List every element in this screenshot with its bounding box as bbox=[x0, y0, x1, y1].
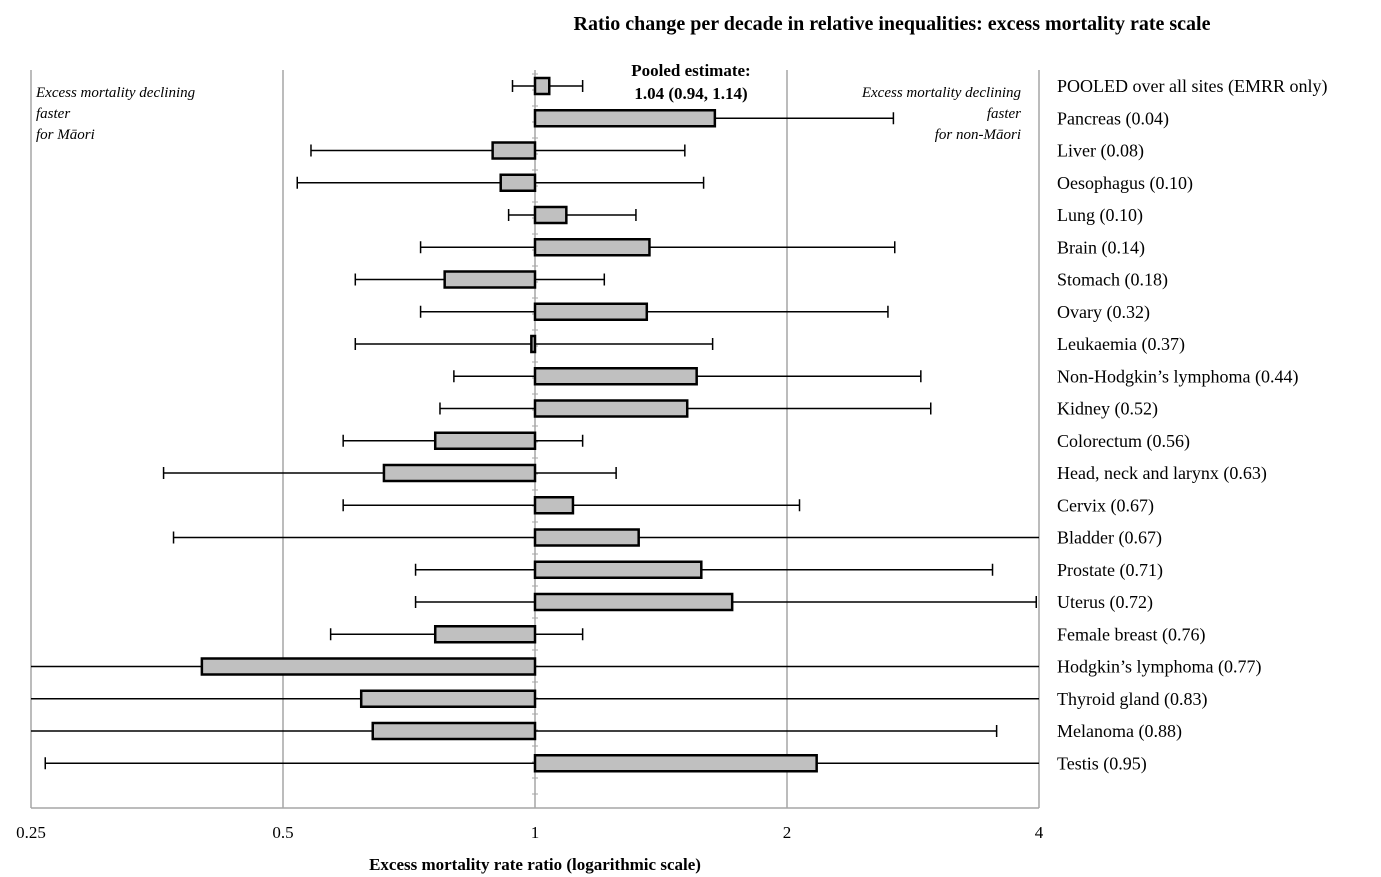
right-note-line-2: faster bbox=[987, 106, 1021, 122]
bar bbox=[533, 754, 818, 773]
gridlines bbox=[30, 70, 1040, 808]
bar bbox=[533, 367, 698, 386]
bar bbox=[530, 334, 537, 354]
chart-title: Ratio change per decade in relative ineq… bbox=[574, 13, 1211, 35]
row-label: Testis (0.95) bbox=[1057, 753, 1147, 774]
bar bbox=[200, 657, 537, 676]
bar bbox=[359, 689, 537, 708]
row-labels: POOLED over all sites (EMRR only) Pancrea… bbox=[1057, 76, 1327, 774]
bar bbox=[533, 592, 734, 612]
row-label: Lung (0.10) bbox=[1057, 205, 1143, 226]
bar bbox=[499, 173, 537, 192]
x-tick-label: 0.25 bbox=[16, 823, 46, 842]
row-label: Cervix (0.67) bbox=[1057, 495, 1154, 516]
row-label: Hodgkin’s lymphoma (0.77) bbox=[1057, 657, 1262, 678]
row-label: Uterus (0.72) bbox=[1057, 592, 1153, 613]
x-tick-label: 4 bbox=[1035, 823, 1044, 842]
row-label: Stomach (0.18) bbox=[1057, 270, 1168, 291]
bar bbox=[443, 270, 537, 289]
row-label: Prostate (0.71) bbox=[1057, 560, 1163, 581]
bar bbox=[433, 431, 537, 450]
pooled-estimate-value: 1.04 (0.94, 1.14) bbox=[634, 84, 747, 103]
right-note-line-1: Excess mortality declining bbox=[861, 85, 1022, 101]
x-tick-label: 1 bbox=[531, 823, 540, 842]
bar bbox=[433, 625, 537, 644]
bar bbox=[533, 109, 717, 128]
row-label: POOLED over all sites (EMRR only) bbox=[1057, 76, 1327, 97]
row-label: Leukaemia (0.37) bbox=[1057, 334, 1185, 355]
row-label: Oesophagus (0.10) bbox=[1057, 173, 1193, 194]
x-tick-label: 0.5 bbox=[272, 823, 293, 842]
left-note-line-1: Excess mortality declining bbox=[35, 85, 196, 101]
bar bbox=[491, 141, 537, 160]
left-note-line-2: faster bbox=[36, 106, 70, 122]
row-label: Kidney (0.52) bbox=[1057, 399, 1158, 420]
row-label: Liver (0.08) bbox=[1057, 141, 1144, 162]
row-label: Thyroid gland (0.83) bbox=[1057, 689, 1207, 710]
bar bbox=[533, 560, 703, 579]
left-note-line-3: for Māori bbox=[36, 127, 95, 143]
bar bbox=[533, 205, 568, 225]
bar bbox=[533, 399, 689, 418]
bar bbox=[382, 463, 537, 483]
row-label: Brain (0.14) bbox=[1057, 237, 1145, 258]
row-label: Head, neck and larynx (0.63) bbox=[1057, 463, 1267, 484]
bar bbox=[533, 496, 575, 515]
bars-layer bbox=[31, 70, 1039, 808]
bar bbox=[371, 721, 537, 741]
row-label: Bladder (0.67) bbox=[1057, 528, 1162, 549]
bar bbox=[533, 528, 640, 547]
bar bbox=[533, 76, 551, 96]
x-tick-label: 2 bbox=[783, 823, 792, 842]
row-label: Ovary (0.32) bbox=[1057, 302, 1150, 323]
x-axis-label: Excess mortality rate ratio (logarithmic… bbox=[369, 855, 701, 874]
bar bbox=[533, 238, 651, 257]
pooled-estimate-label: Pooled estimate: bbox=[631, 61, 750, 80]
bar bbox=[533, 302, 649, 321]
row-label: Melanoma (0.88) bbox=[1057, 721, 1182, 742]
x-axis: 0.25 0.5 1 2 4 bbox=[16, 807, 1044, 842]
row-label: Non-Hodgkin’s lymphoma (0.44) bbox=[1057, 366, 1298, 387]
right-note-line-3: for non-Māori bbox=[935, 127, 1021, 143]
row-label: Female breast (0.76) bbox=[1057, 624, 1205, 645]
row-label: Pancreas (0.04) bbox=[1057, 108, 1169, 129]
row-label: Colorectum (0.56) bbox=[1057, 431, 1190, 452]
